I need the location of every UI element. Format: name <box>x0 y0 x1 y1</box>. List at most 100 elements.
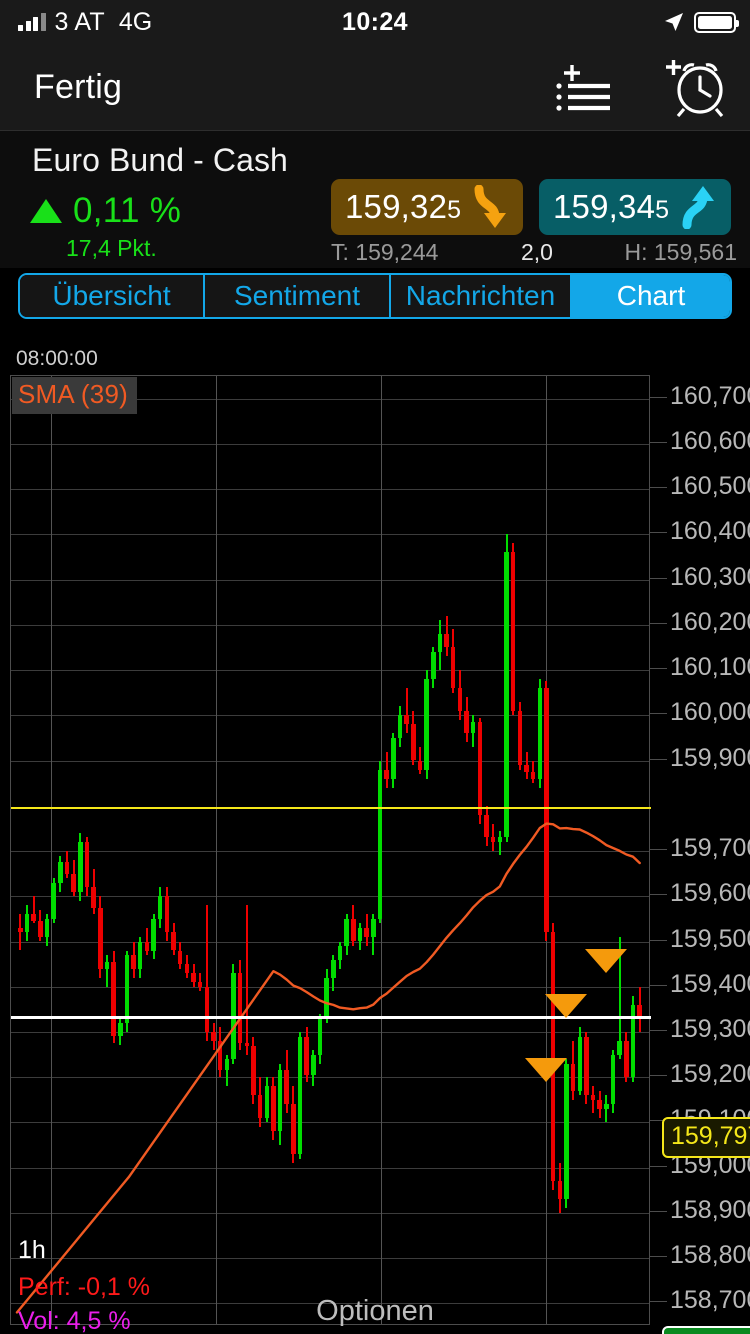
axis-tick: 159,700 <box>650 834 750 862</box>
tab-chart[interactable]: Chart <box>572 275 730 317</box>
axis-tick-label: 160,400 <box>670 517 750 546</box>
candle-wick <box>405 688 408 734</box>
candle-body <box>584 1036 589 1096</box>
candle-wick <box>19 914 22 951</box>
done-button[interactable]: Fertig <box>34 67 123 106</box>
gridline-horizontal <box>11 443 649 445</box>
chart-start-time: 08:00:00 <box>16 347 98 370</box>
options-button[interactable]: Optionen <box>316 1295 434 1327</box>
triangle-up-icon <box>30 199 62 223</box>
price-badge-sma-level: 159,797 <box>662 1117 750 1159</box>
signal-bars-icon <box>18 13 46 31</box>
gridline-horizontal <box>11 579 649 581</box>
candle-body <box>331 959 336 978</box>
candle-body <box>18 927 23 933</box>
candle-body <box>184 964 190 974</box>
gridline-horizontal <box>11 534 649 536</box>
chart-panel[interactable]: 08:00:00 SMA (39) 160,700160,600160,5001… <box>0 330 750 1334</box>
chart-plot-area[interactable]: SMA (39) <box>10 375 651 1325</box>
ask-price-box[interactable]: 159,345 <box>539 179 731 235</box>
quote-boxes: 159,325 159,345 T: 159,244 2,0 H: 159,56… <box>325 179 737 265</box>
arrow-down-curved-icon <box>474 185 506 228</box>
candle-body <box>311 1054 316 1075</box>
section-tabs: Übersicht Sentiment Nachrichten Chart <box>18 273 732 319</box>
axis-tick: 160,200 <box>650 608 750 636</box>
candlestick-series <box>11 376 649 1324</box>
axis-tick-label: 158,800 <box>670 1241 750 1270</box>
bid-price-box[interactable]: 159,325 <box>331 179 523 235</box>
gridline-horizontal <box>11 489 649 491</box>
gridline-horizontal <box>11 1258 649 1260</box>
candle-wick <box>605 1095 608 1123</box>
candle-body <box>264 1086 269 1118</box>
candle-body <box>411 724 416 761</box>
gridline-horizontal <box>11 1212 649 1214</box>
gridline-horizontal <box>11 1303 649 1305</box>
day-low-label: T: 159,244 <box>331 239 439 265</box>
candle-body <box>271 1086 276 1132</box>
sell-signal-triangle-icon <box>585 949 628 974</box>
gridline-horizontal <box>11 715 649 717</box>
bid-price: 159,325 <box>345 188 462 225</box>
axis-tick: 160,000 <box>650 698 750 726</box>
axis-tick: 160,600 <box>650 427 750 455</box>
candle-body <box>464 710 469 734</box>
candle-body <box>497 837 503 842</box>
axis-tick: 160,700 <box>650 382 750 410</box>
candle-body <box>384 769 389 779</box>
candle-body <box>224 1059 229 1071</box>
candle-wick <box>225 1054 228 1087</box>
price-axis: 160,700 160,600 160,500 160,400 160,300 160,2… <box>650 375 750 1325</box>
timeframe-label[interactable]: 1h <box>18 1236 46 1264</box>
candle-body <box>377 769 383 919</box>
candle-body <box>417 760 423 770</box>
gridline-horizontal <box>11 941 649 943</box>
candle-body <box>164 896 170 933</box>
sma-indicator-label[interactable]: SMA (39) <box>12 377 137 414</box>
axis-tick: 160,400 <box>650 517 750 545</box>
add-to-watchlist-icon[interactable] <box>550 59 614 115</box>
axis-tick-label: 158,900 <box>670 1195 750 1224</box>
gridline-vertical <box>216 376 217 1324</box>
axis-tick: 159,300 <box>650 1015 750 1043</box>
axis-tick-label: 159,300 <box>670 1015 750 1043</box>
candle-wick <box>32 896 35 924</box>
candle-body <box>64 862 70 874</box>
axis-tick: 159,900 <box>650 744 750 772</box>
tab-uebersicht[interactable]: Übersicht <box>20 275 205 317</box>
candle-body <box>104 961 110 969</box>
candle-body <box>137 941 143 969</box>
candle-body <box>504 552 509 838</box>
candle-body <box>630 1004 636 1078</box>
arrow-up-curved-icon <box>682 186 714 229</box>
candle-body <box>344 918 349 946</box>
axis-tick-label: 160,200 <box>670 607 750 636</box>
candle-body <box>78 842 83 892</box>
axis-tick-label: 160,300 <box>670 562 750 591</box>
tab-nachrichten[interactable]: Nachrichten <box>391 275 572 317</box>
axis-tick: 159,000 <box>650 1151 750 1179</box>
axis-tick: 159,400 <box>650 970 750 998</box>
gridline-horizontal <box>11 1032 649 1033</box>
change-percent: 0,11 % <box>73 191 182 230</box>
axis-tick: 160,300 <box>650 563 750 591</box>
candle-body <box>490 837 496 842</box>
candle-body <box>211 1032 216 1041</box>
candle-body <box>171 932 176 951</box>
candle-body <box>444 633 449 648</box>
candle-body <box>597 1099 602 1109</box>
tab-sentiment[interactable]: Sentiment <box>205 275 391 317</box>
candle-body <box>317 1018 323 1055</box>
sell-signal-triangle-icon <box>525 1057 568 1082</box>
add-alarm-icon[interactable] <box>658 57 730 118</box>
battery-full-icon <box>694 11 739 33</box>
candle-body <box>577 1036 582 1091</box>
axis-tick-label: 160,500 <box>670 472 750 501</box>
candle-body <box>237 973 243 1044</box>
candle-body <box>284 1070 289 1105</box>
axis-tick-label: 159,400 <box>670 969 750 998</box>
spread-label: 2,0 <box>521 239 553 265</box>
candle-body <box>124 955 130 1023</box>
candle-body <box>98 907 103 969</box>
